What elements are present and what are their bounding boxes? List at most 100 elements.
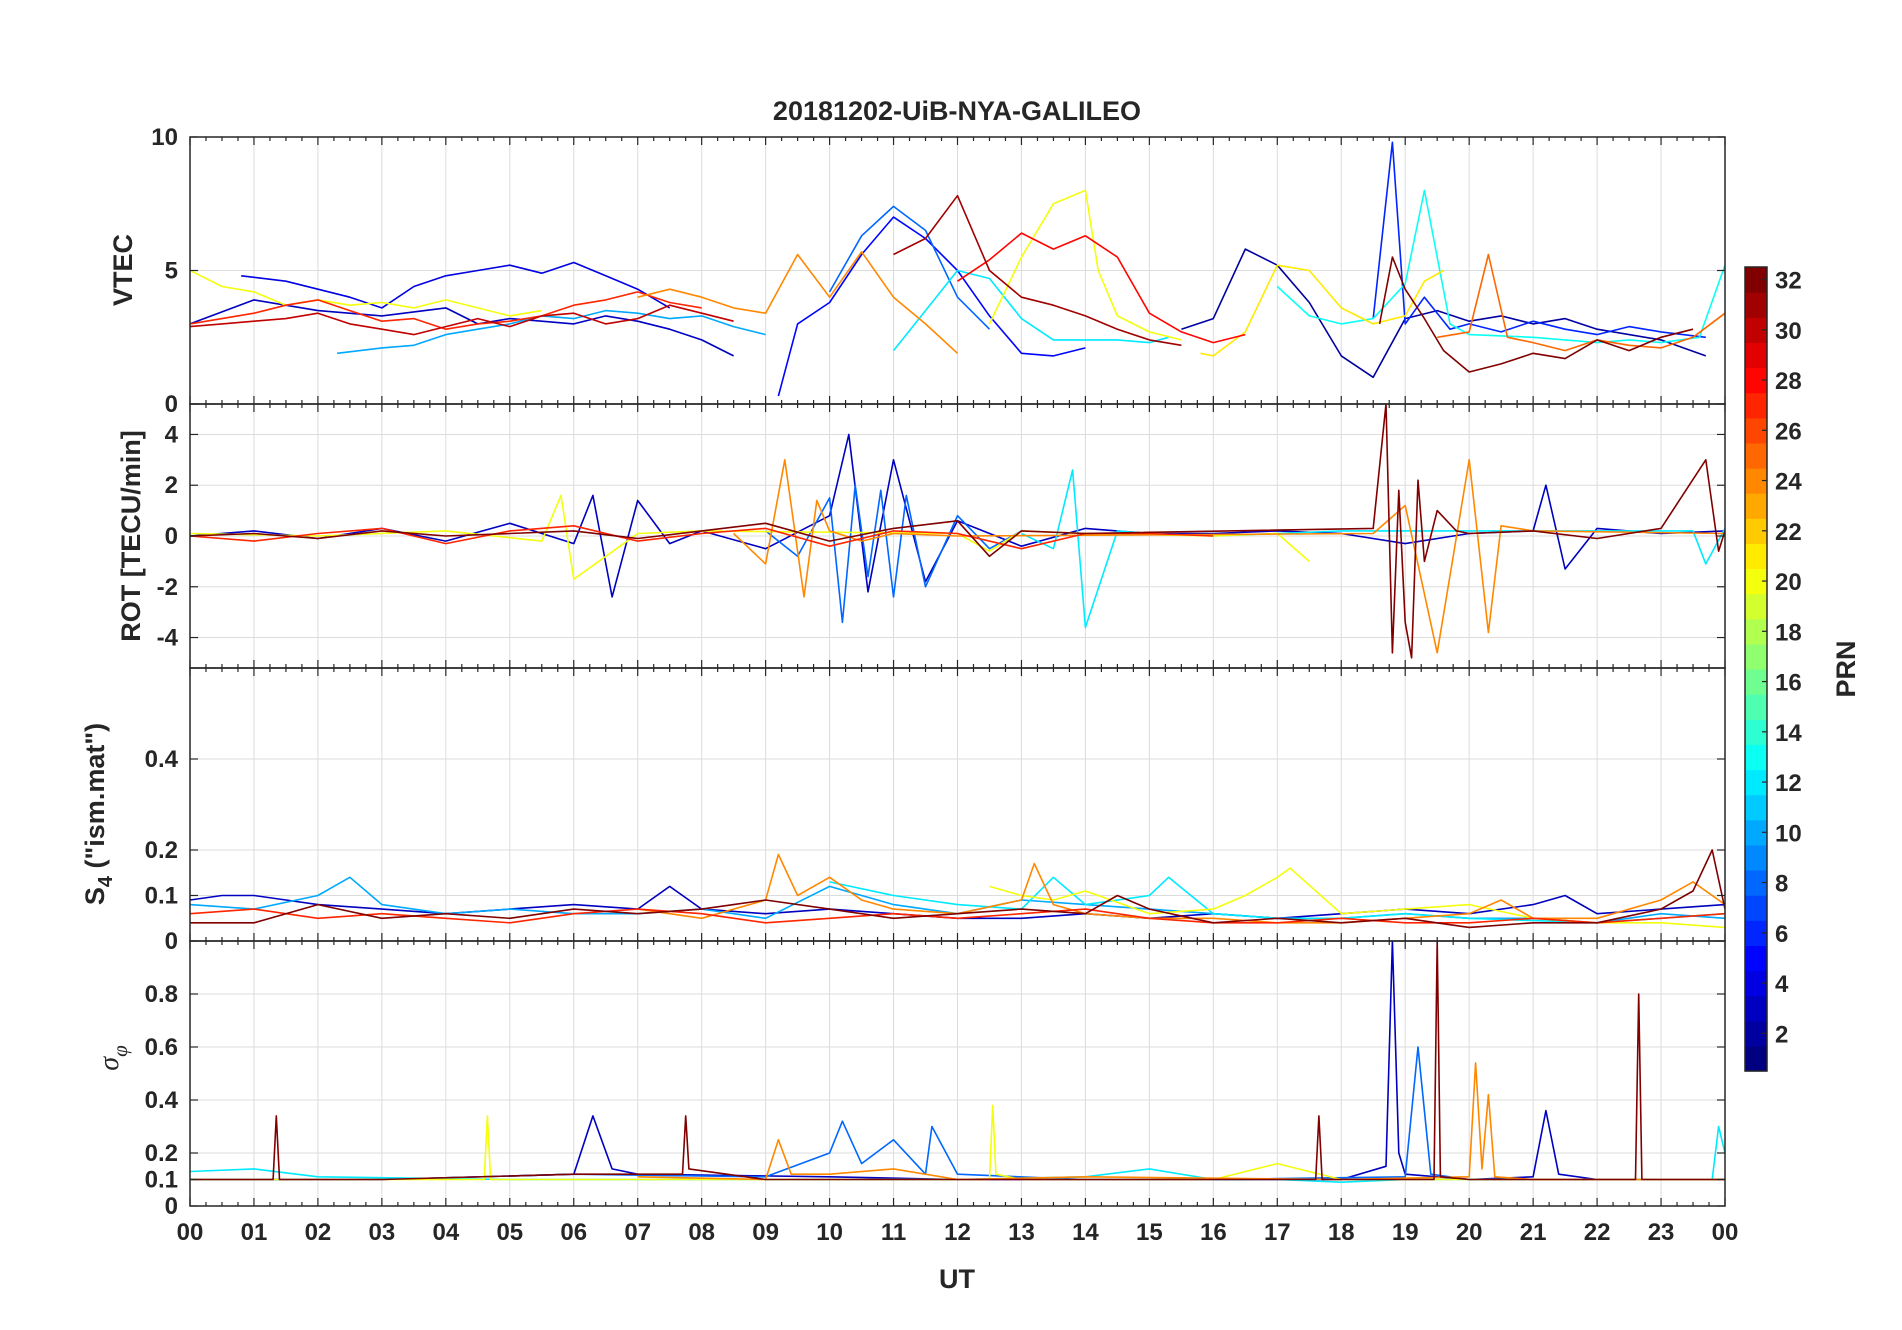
colorbar-cell — [1745, 870, 1767, 896]
colorbar-cell — [1745, 945, 1767, 972]
sigma-series-prn-32 — [190, 941, 1725, 1181]
colorbar-cell — [1745, 392, 1767, 419]
colorbar-tick-label: 2 — [1775, 1021, 1788, 1048]
panel-vtec: 0 5 10 VTEC — [108, 124, 1726, 418]
sigma-ylabel: σφ — [94, 1045, 132, 1071]
colorbar-cell — [1745, 669, 1767, 695]
x-tick-label: 14 — [1072, 1219, 1099, 1246]
rot-ytick-label: 2 — [165, 472, 178, 499]
colorbar-tick-label: 16 — [1775, 670, 1802, 697]
x-tick-label: 07 — [624, 1219, 651, 1246]
x-tick-label: 09 — [752, 1219, 779, 1246]
vtec-series-prn-24 — [637, 251, 959, 354]
x-tick-label: 03 — [369, 1219, 396, 1246]
colorbar-cell — [1745, 719, 1767, 745]
panel-s4: 0 0.1 0.2 0.4 S4 ("ism.mat") — [80, 667, 1726, 955]
sigma-ytick-label: 0.2 — [145, 1140, 178, 1167]
vtec-series-prn-25 — [1437, 253, 1725, 352]
sigma-ytick-label: 0.8 — [145, 981, 178, 1008]
rot-ytick-label: -4 — [157, 625, 179, 652]
colorbar-tick-label: 22 — [1775, 519, 1802, 546]
vtec-grid — [190, 137, 1725, 404]
colorbar-cell — [1745, 417, 1767, 444]
colorbar-cell — [1745, 493, 1767, 519]
vtec-series-prn-27 — [190, 291, 702, 330]
colorbar-tick-label: 30 — [1775, 318, 1802, 345]
s4-series-prn-24 — [637, 853, 1725, 924]
sigma-series-prn-20 — [190, 1104, 1725, 1181]
sigma-series-prn-24 — [637, 1062, 1725, 1181]
x-tick-label: 15 — [1136, 1219, 1163, 1246]
x-tick-labels: 00 01 02 03 04 05 06 07 08 09 10 11 12 13 14 15 16 17 18 19… — [177, 1219, 1739, 1246]
vtec-series-prn-32 — [1378, 256, 1694, 373]
colorbar-cell — [1745, 267, 1767, 293]
s4-ylabel-sub: 4 — [95, 875, 117, 887]
colorbar-cell — [1745, 568, 1767, 595]
sigma-ylabel-sub: φ — [108, 1045, 132, 1057]
x-tick-label: 00 — [177, 1219, 204, 1246]
panel-rot: -4 -2 0 2 4 ROT [TECU/min] — [116, 403, 1726, 669]
rot-lines — [190, 404, 1725, 659]
colorbar-cell — [1745, 317, 1767, 343]
x-tick-label: 06 — [560, 1219, 587, 1246]
vtec-ylabel: VTEC — [108, 234, 138, 306]
colorbar-cell — [1745, 342, 1767, 369]
x-tick-label: 12 — [944, 1219, 971, 1246]
colorbar-tick-label: 12 — [1775, 770, 1802, 797]
x-tick-label: 19 — [1392, 1219, 1419, 1246]
colorbar-label: PRN — [1831, 640, 1861, 697]
rot-series-prn-24 — [733, 459, 1725, 654]
colorbar-cell — [1745, 1020, 1767, 1047]
colorbar-cell — [1745, 1045, 1767, 1072]
rot-ylabel: ROT [TECU/min] — [116, 430, 146, 641]
colorbar-cell — [1745, 769, 1767, 796]
colorbar-tick-label: 14 — [1775, 720, 1802, 747]
vtec-ytick-label: 10 — [151, 124, 178, 151]
colorbar-tick-label: 32 — [1775, 268, 1802, 295]
s4-series-prn-32 — [190, 849, 1725, 929]
colorbar-cell — [1745, 468, 1767, 494]
s4-ticks: 0 0.1 0.2 0.4 — [145, 668, 1726, 955]
vtec-lines — [190, 141, 1725, 397]
x-tick-label: 16 — [1200, 1219, 1227, 1246]
x-tick-label: 02 — [305, 1219, 332, 1246]
colorbar-cell — [1745, 920, 1767, 946]
colorbar-cell — [1745, 995, 1767, 1022]
rot-ytick-label: 0 — [165, 523, 178, 550]
x-tick-label: 13 — [1008, 1219, 1035, 1246]
s4-ytick-label: 0 — [165, 928, 178, 955]
x-tick-label: 05 — [496, 1219, 523, 1246]
x-tick-label: 17 — [1264, 1219, 1291, 1246]
vtec-series-prn-10 — [337, 309, 766, 355]
s4-ylabel-main: S — [80, 887, 110, 905]
x-tick-label: 08 — [688, 1219, 715, 1246]
sigma-ylabel-main: σ — [94, 1056, 125, 1071]
colorbar-cell — [1745, 643, 1767, 670]
colorbar-frame — [1744, 266, 1768, 1072]
rot-series-prn-32 — [190, 404, 1725, 659]
colorbar-cell — [1745, 518, 1767, 544]
colorbar-cell — [1745, 618, 1767, 645]
rot-series-prn-20 — [190, 494, 1310, 580]
rot-series-prn-27 — [190, 525, 1214, 550]
colorbar-tick-label: 26 — [1775, 418, 1802, 445]
sigma-ytick-label: 0.4 — [145, 1087, 179, 1114]
s4-ytick-label: 0.2 — [145, 837, 178, 864]
colorbar-cell — [1745, 367, 1767, 394]
colorbar-cell — [1745, 744, 1767, 771]
colorbar-cell — [1745, 543, 1767, 570]
colorbar-tick-label: 10 — [1775, 820, 1802, 847]
vtec-series-prn-28 — [957, 232, 1246, 344]
vtec-series-prn-6 — [1372, 141, 1706, 339]
sigma-ticks: 00.10.2 0.4 0.6 0.8 — [145, 941, 1726, 1220]
vtec-series-prn-4 — [241, 261, 671, 309]
colorbar-cell — [1745, 844, 1767, 871]
x-tick-label: 21 — [1520, 1219, 1547, 1246]
vtec-series-prn-30 — [190, 304, 734, 336]
colorbar-tick-label: 6 — [1775, 921, 1788, 948]
vtec-ytick-label: 5 — [165, 258, 178, 285]
colorbar-tick-label: 4 — [1775, 971, 1789, 998]
colorbar-tick-label: 20 — [1775, 569, 1802, 596]
vtec-series-prn-8 — [828, 205, 991, 330]
